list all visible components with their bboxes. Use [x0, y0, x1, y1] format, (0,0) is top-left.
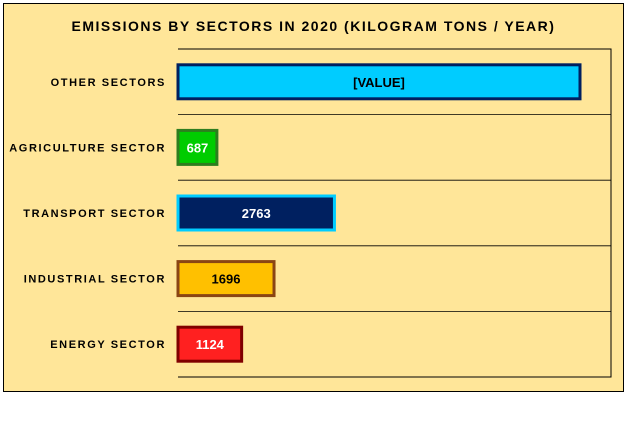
- bar-agriculture-sector[interactable]: [176, 128, 219, 166]
- data-label: 687: [187, 140, 209, 155]
- data-label: [VALUE]: [353, 75, 405, 90]
- data-label: 1696: [212, 272, 241, 287]
- category-label: ENERGY SECTOR: [50, 339, 166, 351]
- category-label: OTHER SECTORS: [51, 77, 166, 89]
- plot-area: OTHER SECTORS [VALUE] AGRICULTURE SECTOR 68…: [9, 48, 612, 378]
- plot-border: [178, 48, 612, 378]
- data-label: 1124: [196, 337, 225, 352]
- category-label: TRANSPORT SECTOR: [23, 208, 166, 220]
- bar-energy-sector[interactable]: [176, 325, 244, 363]
- bar-other-sectors[interactable]: [176, 63, 582, 101]
- category-label: INDUSTRIAL SECTOR: [24, 274, 166, 286]
- chart-title: EMISSIONS BY SECTORS IN 2020 (KILOGRAM T…: [71, 18, 556, 34]
- category-label: AGRICULTURE SECTOR: [9, 142, 166, 154]
- data-label: 2763: [242, 206, 271, 221]
- chart-frame: EMISSIONS BY SECTORS IN 2020 (KILOGRAM T…: [3, 3, 624, 392]
- bar-transport-sector[interactable]: [176, 194, 336, 232]
- bar-industrial-sector[interactable]: [176, 260, 276, 298]
